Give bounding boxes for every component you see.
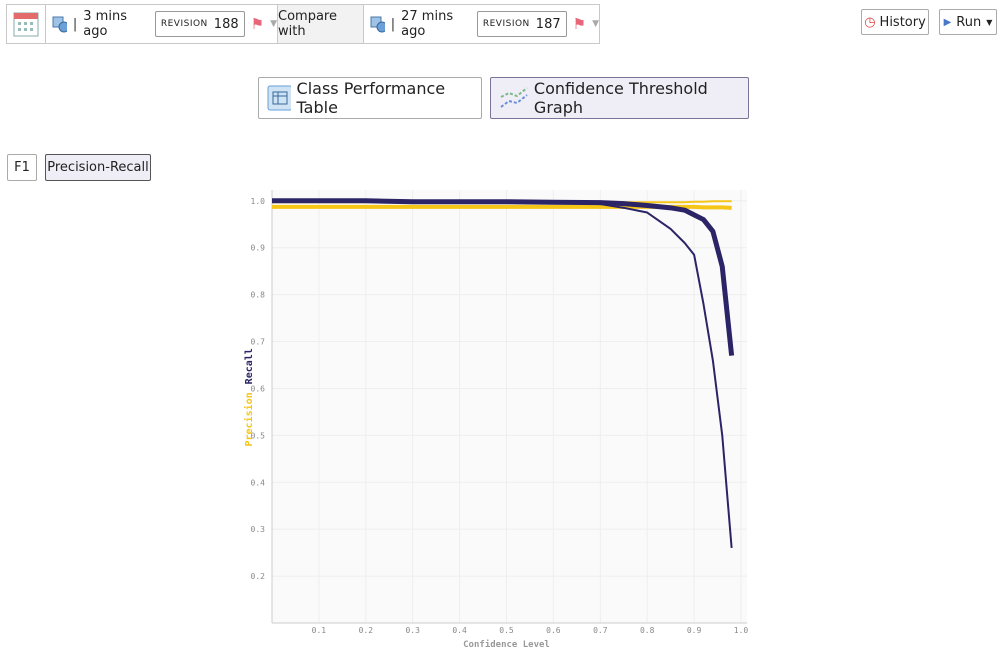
revision-number: 188 xyxy=(213,16,239,32)
history-label: History xyxy=(879,14,926,30)
x-tick-label: 0.2 xyxy=(359,626,374,635)
revision-toolbar: | 3 mins ago REVISION 188 ⚑ ▼ Compare wit… xyxy=(6,4,600,44)
graph-icon xyxy=(500,87,528,108)
separator: | xyxy=(390,16,396,32)
revision-badge: REVISION 187 xyxy=(476,11,567,37)
revision-label: REVISION xyxy=(160,19,208,29)
dropdown-arrow[interactable]: ▼ xyxy=(270,19,277,29)
tab-selected[interactable]: Confidence Threshold Graph xyxy=(490,77,749,119)
calendar-icon xyxy=(13,12,39,37)
time-ago: 3 mins ago xyxy=(83,9,127,39)
y-tick-label: 0.8 xyxy=(251,291,266,300)
y-axis-label-part: Recall xyxy=(244,348,255,384)
calendar-button[interactable] xyxy=(7,5,45,43)
y-tick-label: 0.3 xyxy=(251,525,266,534)
tab-label: Class Performance Table xyxy=(296,79,446,117)
y-tick-label: 0.6 xyxy=(251,384,266,393)
table-icon xyxy=(267,85,291,111)
x-tick-label: 0.3 xyxy=(405,626,420,635)
y-tick-label: 1.0 xyxy=(251,197,266,206)
run-button[interactable]: ▶ Run ▼ xyxy=(939,9,997,35)
dropdown-arrow: ▼ xyxy=(986,17,993,27)
x-tick-label: 0.4 xyxy=(452,626,467,635)
x-tick-label: 0.1 xyxy=(312,626,327,635)
run-icon: ▶ xyxy=(943,16,952,28)
x-tick-label: 0.5 xyxy=(499,626,514,635)
x-tick-label: 1.0 xyxy=(734,626,749,635)
metric-button[interactable]: F1 xyxy=(7,154,37,181)
revision-badge: REVISION 188 xyxy=(154,11,245,37)
revision-number: 187 xyxy=(535,16,561,32)
model-icon xyxy=(370,16,385,33)
time-ago: 27 mins ago xyxy=(401,9,454,39)
y-tick-label: 0.4 xyxy=(251,478,266,487)
x-tick-label: 0.9 xyxy=(687,626,702,635)
history-button[interactable]: ◷ History xyxy=(861,9,929,35)
series-line xyxy=(272,198,735,356)
y-axis-label-part: Precision xyxy=(243,392,255,446)
y-tick-label: 0.9 xyxy=(251,244,266,253)
history-icon: ◷ xyxy=(864,14,876,30)
y-axis-label: Precision Recall xyxy=(243,348,255,446)
y-tick-label: 0.2 xyxy=(251,572,266,581)
plot-area xyxy=(272,190,747,623)
x-tick-label: 0.8 xyxy=(640,626,655,635)
run-label: Run xyxy=(956,14,982,30)
y-tick-label: 0.7 xyxy=(251,338,266,347)
tab-label: Confidence Threshold Graph xyxy=(533,79,708,117)
compare-label: Compare with xyxy=(277,5,363,43)
x-tick-label: 0.7 xyxy=(593,626,608,635)
revision-label: REVISION xyxy=(482,19,530,29)
x-tick-label: 0.6 xyxy=(546,626,561,635)
current-revision[interactable]: | 3 mins ago REVISION 188 ⚑ ▼ xyxy=(45,5,277,43)
separator: | xyxy=(72,16,78,32)
model-icon xyxy=(52,16,67,33)
baseline-revision[interactable]: | 27 mins ago REVISION 187 ⚑ ▼ xyxy=(363,5,599,43)
dropdown-arrow[interactable]: ▼ xyxy=(592,19,599,29)
tab[interactable]: Class Performance Table xyxy=(258,77,482,119)
flamingo-icon: ⚑ xyxy=(572,15,587,33)
y-tick-label: 0.5 xyxy=(251,431,266,440)
metric-button-selected[interactable]: Precision-Recall xyxy=(45,154,151,181)
x-axis-label: Confidence Level xyxy=(463,639,550,650)
flamingo-icon: ⚑ xyxy=(250,15,265,33)
